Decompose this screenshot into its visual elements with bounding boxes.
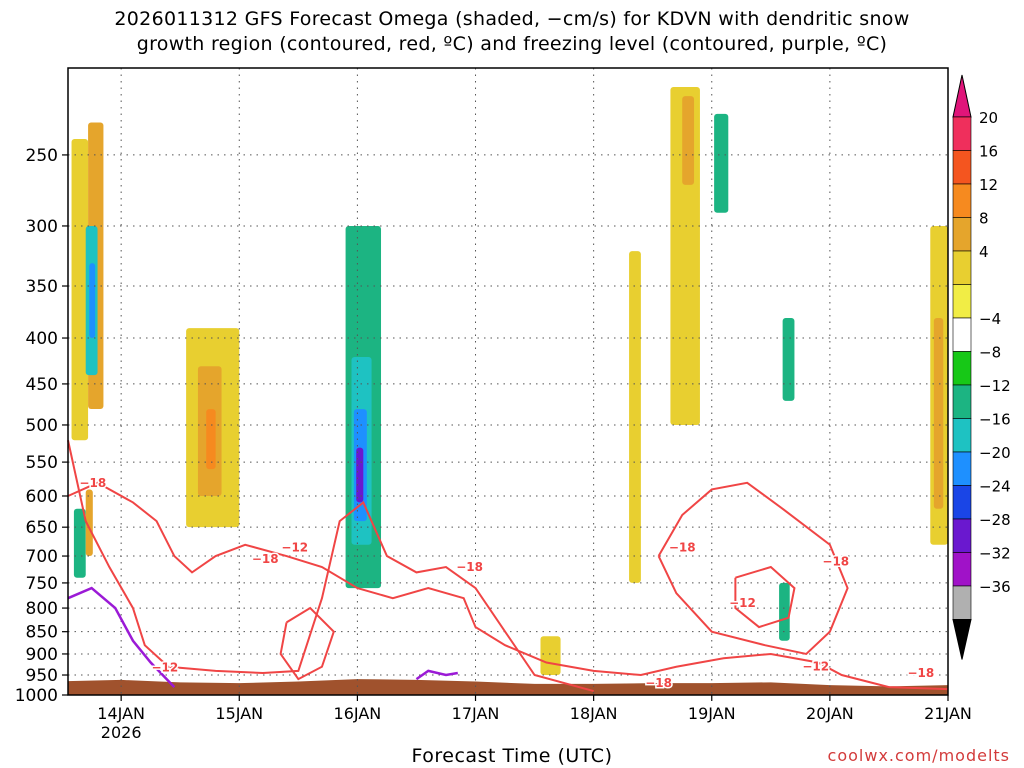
colorbar-label-10: −24 <box>979 478 1011 496</box>
y-tick-label-2: 350 <box>26 277 58 297</box>
y-tick-label-7: 600 <box>26 487 58 507</box>
colorbar-label-5: −4 <box>979 310 1001 328</box>
contour-label-5: −18 <box>669 541 696 555</box>
x-tick-label-3: 17JAN <box>452 704 500 723</box>
x-tick-label-0: 14JAN <box>97 704 145 723</box>
x-tick-label-4: 18JAN <box>570 704 618 723</box>
omega-region-0 <box>71 139 89 441</box>
terrain-fill <box>68 679 948 695</box>
colorbar-swatch-6 <box>952 317 972 352</box>
chart-title-line-1: 2026011312 GFS Forecast Omega (shaded, −… <box>114 8 910 30</box>
y-tick-label-11: 800 <box>26 599 58 619</box>
colorbar-label-4: 4 <box>979 243 989 261</box>
x-tick-label-1: 15JAN <box>215 704 263 723</box>
omega-region-5 <box>85 489 93 557</box>
y-tick-label-0: 250 <box>26 146 58 166</box>
dgz-contour-2 <box>657 481 849 656</box>
freezing-contour-0 <box>67 586 176 688</box>
y-tick-label-15: 1000 <box>15 686 58 706</box>
omega-region-18 <box>782 318 795 401</box>
omega-region-21 <box>933 318 944 509</box>
plot-frame <box>67 67 949 696</box>
colorbar-label-1: 16 <box>979 143 998 161</box>
omega-region-12 <box>356 447 364 503</box>
colorbar-swatch-1 <box>952 150 972 185</box>
dgz-contour-1 <box>67 440 594 693</box>
colorbar-swatch-9 <box>952 418 972 453</box>
contour-label-1: −18 <box>252 552 279 566</box>
contour-label-4: −18 <box>456 560 483 574</box>
x-tick-label-5: 19JAN <box>688 704 736 723</box>
omega-region-17 <box>714 113 729 213</box>
omega-region-16 <box>682 96 695 185</box>
colorbar-label-9: −20 <box>979 444 1011 462</box>
contour-label-8: −12 <box>802 660 829 674</box>
y-tick-label-13: 900 <box>26 645 58 665</box>
colorbar-label-13: −36 <box>979 578 1011 596</box>
contour-label-7: −18 <box>822 555 849 569</box>
contour-label-2: −12 <box>281 541 308 555</box>
freezing-contour-1 <box>415 669 459 681</box>
colorbar-label-2: 12 <box>979 176 998 194</box>
colorbar-label-11: −28 <box>979 511 1011 529</box>
colorbar-swatch-11 <box>952 485 972 520</box>
colorbar-swatch-7 <box>952 351 972 386</box>
colorbar-label-12: −32 <box>979 545 1011 563</box>
omega-region-13 <box>540 636 561 676</box>
y-tick-label-14: 950 <box>26 666 58 686</box>
colorbar-label-3: 8 <box>979 210 989 228</box>
contour-label-6: −12 <box>729 596 756 610</box>
dgz-contour-3 <box>734 565 796 629</box>
x-tick-label-6: 20JAN <box>806 704 854 723</box>
colorbar-label-6: −8 <box>979 344 1001 362</box>
colorbar-swatch-3 <box>952 217 972 252</box>
dgz-contour-4 <box>279 606 335 681</box>
colorbar-swatch-14 <box>952 585 972 620</box>
colorbar-top-triangle <box>952 74 972 118</box>
colorbar-label-7: −12 <box>979 377 1011 395</box>
colorbar-bottom-triangle <box>952 619 972 660</box>
colorbar-swatch-4 <box>952 250 972 285</box>
y-tick-label-12: 850 <box>26 623 58 643</box>
colorbar-swatch-2 <box>952 183 972 218</box>
colorbar-swatch-10 <box>952 451 972 486</box>
colorbar-label-8: −16 <box>979 411 1011 429</box>
colorbar-swatch-5 <box>952 284 972 319</box>
omega-region-8 <box>206 409 216 470</box>
x-axis-title: Forecast Time (UTC) <box>411 745 613 767</box>
chart-title-line-2: growth region (contoured, red, ºC) and f… <box>136 33 888 55</box>
colorbar-swatch-13 <box>952 552 972 587</box>
colorbar-swatch-12 <box>952 518 972 553</box>
dgz-contour-0 <box>67 481 949 691</box>
omega-region-3 <box>89 263 96 339</box>
contour-label-9: −18 <box>645 676 672 690</box>
x-tick-label-2: 16JAN <box>334 704 382 723</box>
colorbar-swatch-8 <box>952 384 972 419</box>
omega-region-14 <box>629 251 641 583</box>
colorbar-label-0: 20 <box>979 109 998 127</box>
x-tick-sublabel-0: 2026 <box>101 723 142 742</box>
y-tick-label-4: 450 <box>26 375 58 395</box>
x-tick-label-7: 21JAN <box>924 704 972 723</box>
contour-label-0: −18 <box>79 476 106 490</box>
y-tick-label-5: 500 <box>26 416 58 436</box>
y-tick-label-1: 300 <box>26 217 58 237</box>
y-tick-label-9: 700 <box>26 547 58 567</box>
contour-label-10: −18 <box>907 666 934 680</box>
omega-region-4 <box>73 508 86 578</box>
y-tick-label-6: 550 <box>26 453 58 473</box>
omega-region-19 <box>779 582 790 641</box>
y-tick-label-3: 400 <box>26 329 58 349</box>
colorbar-swatch-0 <box>952 116 972 151</box>
contour-label-3: −12 <box>151 661 178 675</box>
source-credit: coolwx.com/modelts <box>827 746 1010 765</box>
y-tick-label-8: 650 <box>26 518 58 538</box>
y-tick-label-10: 750 <box>26 574 58 594</box>
